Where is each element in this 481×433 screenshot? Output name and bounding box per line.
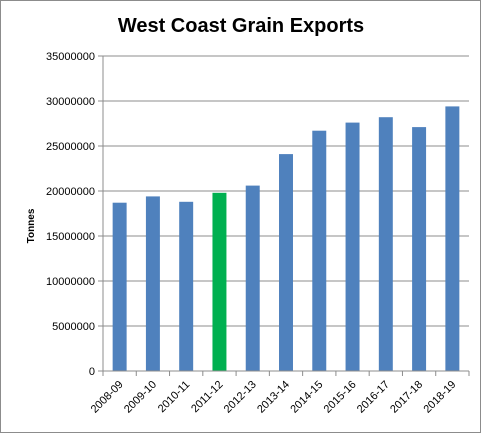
y-tick-label: 35000000 [46, 51, 95, 63]
y-tick-label: 10000000 [46, 276, 95, 288]
axes [102, 56, 470, 376]
x-tick-label: 2014-15 [288, 379, 325, 416]
bar-2014-15 [312, 130, 327, 371]
x-tick-label: 2009-10 [122, 379, 159, 416]
bar-2017-18 [412, 127, 427, 371]
x-tick-label: 2017-18 [388, 379, 425, 416]
bar-2010-11 [179, 201, 194, 371]
bar-2009-10 [145, 196, 160, 371]
bar-2008-09 [112, 202, 127, 371]
bars [112, 106, 460, 372]
bar-2012-13 [245, 185, 260, 371]
y-tick-label: 5000000 [52, 321, 95, 333]
x-tick-label: 2018-19 [421, 379, 458, 416]
y-tick-label: 0 [89, 366, 95, 378]
x-tick-label: 2015-16 [322, 379, 359, 416]
bar-2015-16 [345, 122, 360, 371]
y-tick-label: 25000000 [46, 141, 95, 153]
x-tick-label: 2011-12 [189, 379, 225, 415]
y-tick-label: 30000000 [46, 96, 95, 108]
y-tick-label: 15000000 [46, 231, 95, 243]
y-axis-label: Tonnes [26, 208, 37, 243]
bar-2018-19 [445, 106, 460, 372]
bar-2011-12 [212, 192, 227, 371]
y-tick-labels: 0 5000000 10000000 15000000 20000000 25000000… [46, 51, 95, 378]
y-tick-label: 20000000 [46, 186, 95, 198]
bar-2013-14 [279, 154, 293, 371]
x-tick-label: 2010-11 [156, 379, 192, 415]
x-tick-label: 2013-14 [255, 379, 292, 416]
chart-title: West Coast Grain Exports [118, 15, 364, 37]
x-tick-label: 2016-17 [355, 379, 392, 416]
x-tick-label: 2008-09 [89, 379, 126, 416]
x-tick-label: 2012-13 [222, 379, 259, 416]
bar-2016-17 [378, 117, 393, 371]
x-tick-labels: 2008-092009-102010-112011-122012-132013-… [89, 379, 459, 416]
